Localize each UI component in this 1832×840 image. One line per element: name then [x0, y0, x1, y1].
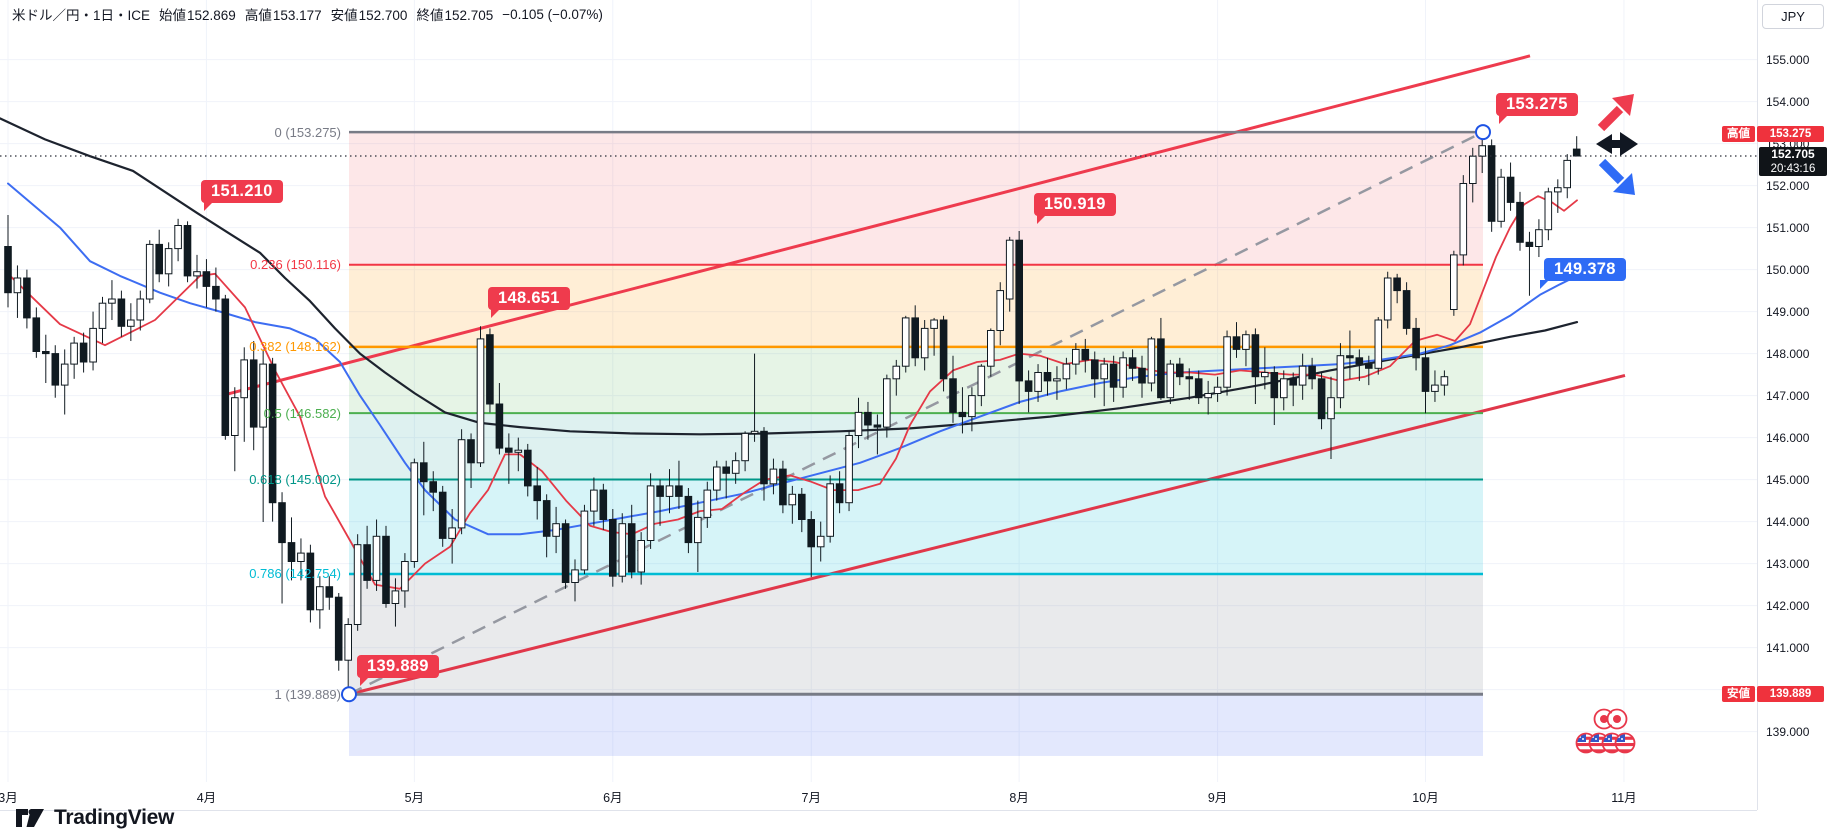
tradingview-logo-text: TradingView — [54, 806, 175, 829]
price-tick-label: 150.000 — [1766, 262, 1810, 277]
bullish-arrow-icon[interactable] — [1597, 94, 1634, 132]
price-flag-april-low[interactable]: 139.889 — [357, 655, 439, 686]
bar-countdown: 20:43:16 — [1770, 163, 1816, 175]
time-axis[interactable]: 3月 4月 5月 6月 7月 8月 9月 10月 11月 — [0, 782, 1757, 811]
change-value: −0.105 (−0.07%) — [502, 6, 603, 22]
month-tick-label: 5月 — [404, 791, 425, 805]
price-tick-label: 146.000 — [1766, 430, 1810, 445]
current-price-badge: 152.705 20:43:16 — [1759, 147, 1827, 176]
month-tick-label: 6月 — [603, 791, 623, 805]
tradingview-logo[interactable]: TradingView — [16, 806, 174, 830]
price-tick-label: 155.000 — [1766, 52, 1810, 67]
month-tick-label: 7月 — [801, 791, 821, 805]
annotation-arrows[interactable] — [1590, 90, 1650, 200]
price-tick-label: 141.000 — [1766, 640, 1810, 655]
month-tick-label: 11月 — [1611, 791, 1637, 805]
price-tick-label: 152.000 — [1766, 178, 1810, 193]
chart-canvas[interactable] — [0, 0, 1757, 782]
ohlc-close: 終値152.705 — [416, 8, 494, 23]
symbol-title[interactable]: 米ドル／円・1日・ICE — [12, 8, 151, 23]
price-flag-oct-low[interactable]: 149.378 — [1540, 258, 1626, 289]
tradingview-mark-icon — [16, 809, 44, 827]
last-price: 152.705 — [1771, 147, 1815, 161]
high-price-badge: 高値 153.275 — [1722, 126, 1824, 142]
price-flag-march-high[interactable]: 151.210 — [201, 180, 283, 211]
month-tick-label: 8月 — [1009, 791, 1029, 805]
ohlc-open: 始値152.869 — [159, 8, 236, 23]
price-flag-oct-high[interactable]: 153.275 — [1496, 93, 1578, 124]
price-tick-label: 143.000 — [1766, 556, 1810, 571]
ohlc-low: 安値152.700 — [330, 8, 408, 23]
price-tick-label: 149.000 — [1766, 304, 1810, 319]
price-tick-label: 142.000 — [1766, 598, 1810, 613]
bearish-arrow-icon[interactable] — [1598, 158, 1635, 195]
ohlc-high: 高値153.177 — [244, 8, 322, 23]
symbol-header: 米ドル／円・1日・ICE 始値152.869 高値153.177 安値152.7… — [12, 4, 603, 24]
price-tick-label: 147.000 — [1766, 388, 1810, 403]
month-tick-label: 4月 — [196, 791, 217, 805]
month-tick-label: 9月 — [1207, 791, 1228, 805]
price-tick-label: 144.000 — [1766, 514, 1810, 529]
price-flag-aug-high[interactable]: 150.919 — [1034, 193, 1116, 224]
price-tick-label: 154.000 — [1766, 94, 1810, 109]
price-tick-label: 151.000 — [1766, 220, 1810, 235]
price-tick-label: 145.000 — [1766, 472, 1810, 487]
month-tick-label: 3月 — [0, 791, 18, 805]
month-tick-label: 10月 — [1412, 791, 1439, 805]
flat-arrow-icon[interactable] — [1596, 132, 1638, 156]
low-price-badge: 安値 139.889 — [1722, 686, 1824, 702]
chart-plot-area[interactable]: 0 (153.275) 0.236 (150.116) 0.382 (148.162… — [0, 0, 1757, 782]
price-flag-may-high[interactable]: 148.651 — [488, 287, 570, 318]
price-tick-label: 148.000 — [1766, 346, 1810, 361]
currency-unit-button[interactable]: JPY — [1762, 4, 1824, 29]
price-tick-label: 139.000 — [1766, 724, 1810, 739]
